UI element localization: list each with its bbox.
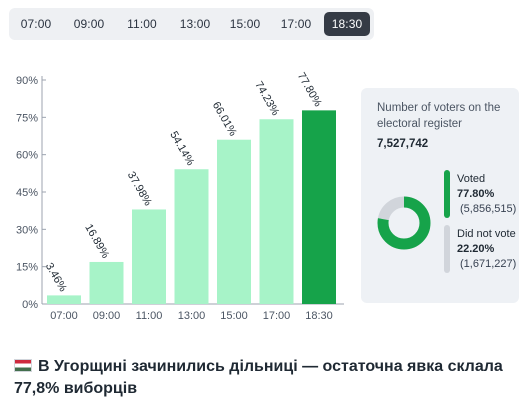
y-tick-label: 30%: [16, 224, 38, 236]
y-tick-label: 60%: [16, 150, 38, 162]
not-voted-legend-swatch: [444, 225, 450, 273]
not-voted-legend: Did not vote 22.20% (1,671,227): [457, 227, 516, 272]
bar-value-label: 37.98%: [125, 170, 154, 208]
y-tick-label: 0%: [22, 299, 38, 311]
tab-1830[interactable]: 18:30: [324, 12, 370, 36]
news-caption: В Угорщині зачинились дільниці — остаточ…: [14, 356, 524, 400]
not-voted-label: Did not vote: [457, 228, 516, 240]
tab-1100[interactable]: 11:00: [127, 17, 157, 31]
bar: [217, 139, 251, 304]
y-tick-label: 90%: [16, 75, 38, 87]
voted-percent: 77.80%: [457, 188, 495, 200]
bar: [47, 295, 81, 304]
bar-value-label: 3.46%: [43, 261, 69, 294]
voted-label: Voted: [457, 173, 486, 185]
x-tick-label: 17:00: [263, 310, 291, 322]
bar-value-label: 77.80%: [295, 71, 324, 109]
donut-voted-slice: [377, 196, 431, 250]
bar: [89, 261, 124, 304]
bar: [259, 119, 294, 304]
not-voted-count: (1,671,227): [460, 258, 517, 270]
caption-text: В Угорщині зачинились дільниці — остаточ…: [14, 358, 503, 397]
bar-value-label: 66.01%: [210, 100, 239, 138]
tab-0700[interactable]: 07:00: [20, 17, 52, 31]
bar-value-label: 74.23%: [252, 79, 281, 117]
bar: [302, 110, 336, 304]
y-tick-label: 45%: [16, 187, 38, 199]
voted-legend-swatch: [444, 170, 450, 218]
voted-count: (5,856,515): [460, 203, 517, 215]
x-tick-label: 09:00: [93, 310, 121, 322]
x-tick-label: 11:00: [136, 310, 163, 322]
x-tick-label: 18:30: [305, 310, 333, 322]
turnout-bar-chart: 0% 15% 30% 45% 60% 75% 90% 07:00 3.46% 09:00 16.89…: [16, 71, 344, 322]
tab-1700[interactable]: 17:00: [280, 17, 312, 31]
hungary-flag-icon: [14, 359, 32, 372]
tab-0900[interactable]: 09:00: [73, 17, 105, 31]
registered-voters-total: 7,527,742: [377, 138, 429, 150]
registered-voters-title: Number of voters on the electoral regist…: [377, 102, 501, 130]
bar: [132, 209, 166, 304]
not-voted-percent: 22.20%: [457, 243, 495, 255]
tab-1500[interactable]: 15:00: [229, 17, 261, 31]
voted-legend: Voted 77.80% (5,856,515): [457, 172, 516, 217]
bar-value-label: 16.89%: [82, 222, 111, 260]
bar: [174, 169, 209, 304]
x-tick-label: 07:00: [50, 310, 78, 322]
voter-stats-card: Number of voters on the electoral regist…: [361, 88, 519, 303]
turnout-donut-chart: [377, 196, 431, 250]
y-tick-label: 15%: [16, 262, 38, 274]
bar-value-label: 54.14%: [167, 129, 196, 167]
y-tick-label: 75%: [16, 112, 38, 124]
time-tab-bar: 07:00 09:00 11:00 13:00 15:00 17:00 18:3…: [9, 8, 374, 40]
x-tick-label: 15:00: [220, 310, 248, 322]
tab-1300[interactable]: 13:00: [179, 17, 211, 31]
x-tick-label: 13:00: [178, 310, 206, 322]
